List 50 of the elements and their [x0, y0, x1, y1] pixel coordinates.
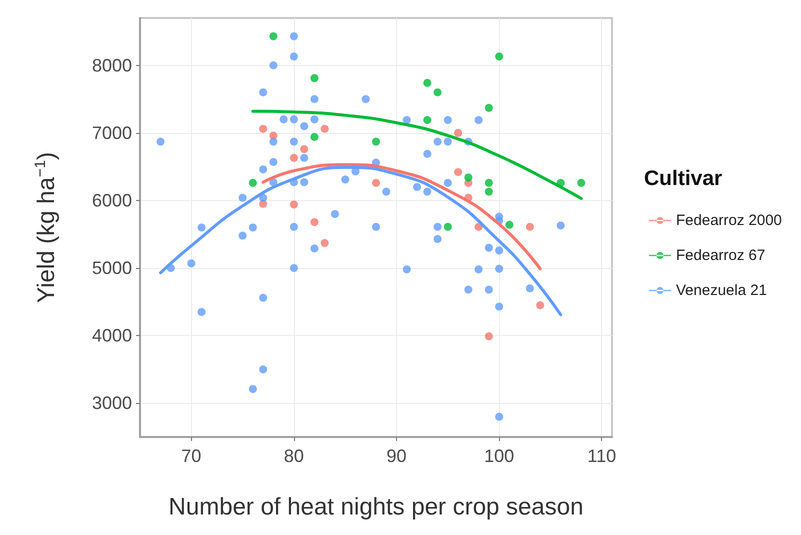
point — [290, 200, 298, 209]
point — [300, 145, 308, 154]
y-axis-title: Yield (kg ha−1) — [32, 152, 60, 303]
point — [320, 239, 329, 248]
point — [290, 154, 298, 162]
y-tick-label: 5000 — [92, 258, 132, 278]
y-tick-label: 7000 — [92, 122, 132, 143]
point — [423, 116, 432, 124]
legend-title: Cultivar — [644, 167, 722, 190]
point — [526, 222, 534, 231]
point — [248, 178, 257, 187]
point — [310, 74, 318, 82]
point — [269, 32, 278, 40]
point — [454, 168, 462, 176]
point — [310, 132, 318, 141]
line-series — [251, 110, 583, 200]
point — [434, 88, 442, 96]
y-tick-label: 3000 — [92, 393, 132, 414]
point — [372, 178, 380, 187]
x-tick-label: 100 — [484, 446, 514, 466]
legend-label: Fedearroz 67 — [676, 247, 766, 264]
point — [320, 124, 329, 133]
y-tick-label: 4000 — [92, 326, 132, 346]
x-tick-label: 70 — [181, 446, 202, 466]
point — [454, 128, 462, 137]
point — [259, 124, 268, 133]
point — [484, 104, 493, 112]
y-tick-label: 6000 — [92, 190, 132, 210]
point — [484, 188, 493, 196]
point — [310, 218, 318, 226]
line-series — [159, 166, 562, 316]
point — [444, 222, 452, 231]
line-series — [262, 163, 542, 270]
point — [495, 52, 504, 61]
point — [536, 301, 544, 310]
x-tick-label: 80 — [284, 446, 304, 466]
point — [505, 220, 514, 229]
point — [484, 178, 493, 187]
legend-label: Fedearroz 2000 — [676, 212, 782, 229]
point — [423, 78, 432, 87]
legend-label: Venezuela 21 — [676, 282, 767, 299]
x-tick-label: 110 — [587, 446, 616, 466]
point — [577, 178, 586, 187]
x-axis-title: Number of heat nights per crop season — [168, 494, 584, 520]
y-tick-label: 8000 — [92, 55, 132, 76]
point — [474, 222, 483, 231]
point — [484, 332, 493, 340]
point — [464, 173, 472, 182]
point — [372, 138, 380, 146]
x-tick-label: 90 — [386, 446, 407, 466]
